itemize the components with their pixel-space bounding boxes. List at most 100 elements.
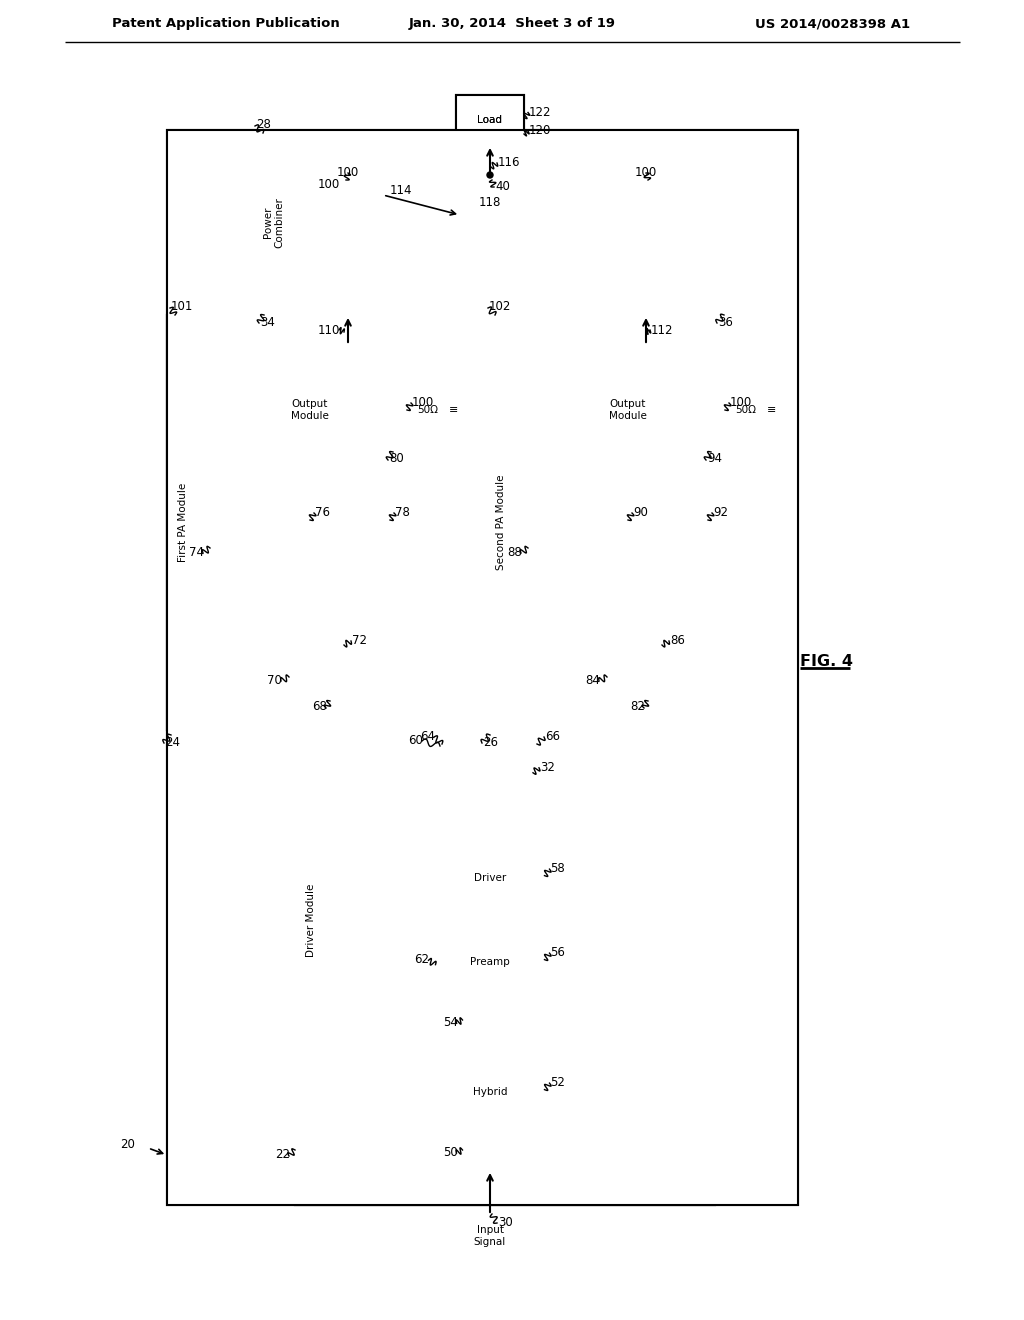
Text: 32: 32 <box>540 760 555 774</box>
Bar <box>409 375 447 445</box>
Text: 102: 102 <box>489 301 511 314</box>
Text: 82: 82 <box>630 701 645 714</box>
Text: 110: 110 <box>317 323 340 337</box>
Polygon shape <box>599 520 662 572</box>
Polygon shape <box>211 520 273 572</box>
Text: 68: 68 <box>312 701 327 714</box>
Polygon shape <box>680 612 740 660</box>
Bar <box>545 597 575 607</box>
Bar <box>258 135 736 310</box>
Text: Jan. 30, 2014  Sheet 3 of 19: Jan. 30, 2014 Sheet 3 of 19 <box>409 17 615 30</box>
Text: 88: 88 <box>507 545 522 558</box>
Polygon shape <box>281 520 343 572</box>
Text: 22: 22 <box>275 1148 290 1162</box>
Bar <box>471 808 509 828</box>
Text: 52: 52 <box>551 1076 565 1089</box>
Polygon shape <box>530 612 590 660</box>
Text: 20: 20 <box>120 1138 135 1151</box>
Text: 101: 101 <box>171 301 194 314</box>
Circle shape <box>487 172 493 178</box>
Text: 24: 24 <box>165 735 180 748</box>
Text: 100: 100 <box>337 165 359 178</box>
Text: 62: 62 <box>415 953 429 966</box>
Text: 84: 84 <box>585 673 600 686</box>
Text: 50: 50 <box>442 1146 458 1159</box>
Bar <box>456 95 524 145</box>
Text: Input: Input <box>476 1225 504 1236</box>
Bar <box>167 315 475 730</box>
Polygon shape <box>212 612 272 660</box>
Text: 56: 56 <box>551 946 565 958</box>
Polygon shape <box>297 640 367 696</box>
Text: 122: 122 <box>529 106 552 119</box>
Text: FIG. 4: FIG. 4 <box>800 655 853 669</box>
Polygon shape <box>361 520 423 572</box>
Polygon shape <box>437 836 543 908</box>
Text: 30: 30 <box>498 1216 513 1229</box>
Text: 80: 80 <box>389 453 403 466</box>
Text: 112: 112 <box>651 323 674 337</box>
Text: US 2014/0028398 A1: US 2014/0028398 A1 <box>755 17 910 30</box>
Bar <box>297 597 327 607</box>
Text: Driver: Driver <box>474 873 506 883</box>
Text: Preamp: Preamp <box>470 957 510 966</box>
Bar <box>463 1133 517 1170</box>
Bar <box>530 375 725 445</box>
Text: 26: 26 <box>483 735 498 748</box>
Text: ≡: ≡ <box>449 405 459 414</box>
Text: Load: Load <box>477 115 503 125</box>
Text: 90: 90 <box>633 506 648 519</box>
Bar <box>227 597 257 607</box>
Text: 66: 66 <box>545 730 560 742</box>
Text: Power
Combiner: Power Combiner <box>263 197 285 248</box>
Polygon shape <box>445 748 535 803</box>
Text: 100: 100 <box>730 396 753 409</box>
Text: 116: 116 <box>498 157 520 169</box>
Bar <box>295 735 715 1205</box>
Polygon shape <box>437 920 543 993</box>
Bar <box>456 95 524 145</box>
Text: 60: 60 <box>409 734 423 747</box>
Text: First PA Module: First PA Module <box>178 483 188 562</box>
Text: 70: 70 <box>267 673 282 686</box>
Polygon shape <box>362 612 422 660</box>
Bar <box>615 597 645 607</box>
Bar <box>695 597 725 607</box>
Bar <box>727 375 765 445</box>
Text: 58: 58 <box>551 862 565 875</box>
Text: 100: 100 <box>412 396 434 409</box>
Text: 118: 118 <box>479 197 501 210</box>
Text: Hybrid: Hybrid <box>473 1086 507 1097</box>
Bar <box>167 315 475 730</box>
Bar <box>212 375 407 445</box>
Bar <box>258 135 736 310</box>
Text: 50Ω: 50Ω <box>735 405 757 414</box>
Polygon shape <box>615 640 685 696</box>
Polygon shape <box>529 520 591 572</box>
Text: 94: 94 <box>707 453 722 466</box>
Text: 86: 86 <box>670 634 685 647</box>
Polygon shape <box>282 612 342 660</box>
Text: 50Ω: 50Ω <box>418 405 438 414</box>
Text: 28: 28 <box>256 119 271 132</box>
Text: ≡: ≡ <box>767 405 776 414</box>
Text: Load: Load <box>477 115 503 125</box>
Polygon shape <box>679 520 741 572</box>
Text: 72: 72 <box>352 634 367 647</box>
Text: 36: 36 <box>718 315 733 329</box>
Bar <box>377 597 407 607</box>
Bar <box>463 1002 517 1040</box>
Text: Driver Module: Driver Module <box>306 883 316 957</box>
Text: Second PA Module: Second PA Module <box>496 475 506 570</box>
Text: Patent Application Publication: Patent Application Publication <box>112 17 340 30</box>
Bar <box>295 735 715 1205</box>
Bar <box>485 315 793 730</box>
Polygon shape <box>600 612 660 660</box>
Bar <box>167 129 798 1205</box>
Text: 74: 74 <box>189 545 204 558</box>
Text: 114: 114 <box>390 183 413 197</box>
Text: 64: 64 <box>420 730 435 742</box>
Text: 120: 120 <box>529 124 551 137</box>
Text: 92: 92 <box>713 506 728 519</box>
Text: 100: 100 <box>317 178 340 191</box>
